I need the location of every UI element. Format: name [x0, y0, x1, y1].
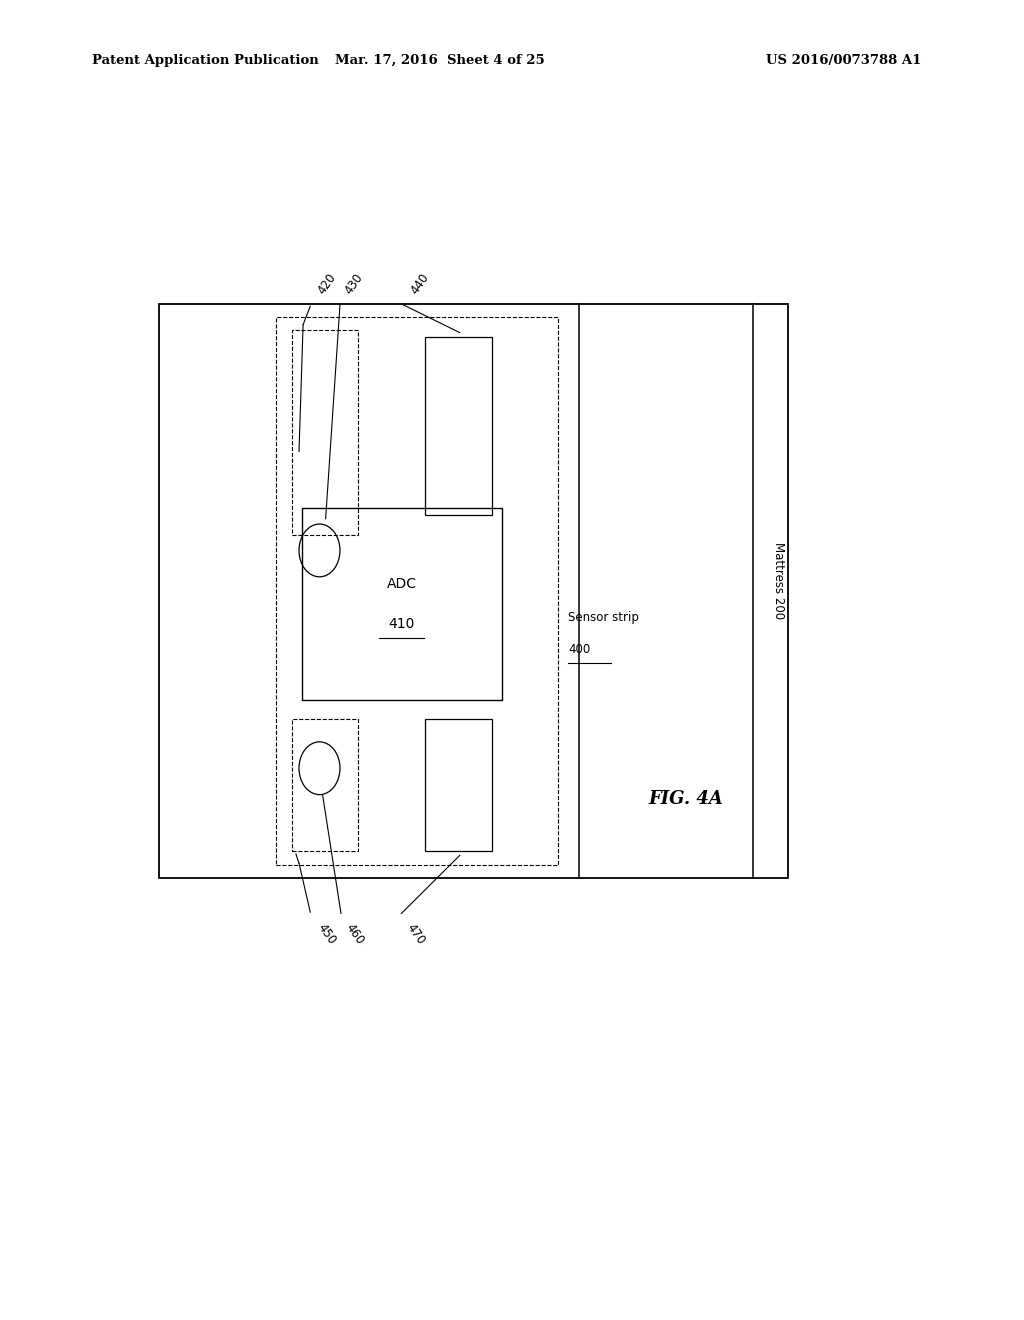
Text: 440: 440	[409, 271, 431, 297]
Bar	[276, 317, 558, 865]
Text: 430: 430	[343, 272, 366, 297]
Bar	[159, 304, 788, 878]
Text: 420: 420	[315, 271, 338, 297]
Text: Patent Application Publication: Patent Application Publication	[92, 54, 318, 67]
Text: 400: 400	[568, 643, 591, 656]
Text: 470: 470	[404, 921, 427, 948]
Bar	[302, 508, 502, 700]
Bar	[292, 719, 358, 851]
Bar	[292, 330, 358, 535]
Text: FIG. 4A: FIG. 4A	[648, 789, 724, 808]
Text: Mattress 200: Mattress 200	[772, 543, 784, 619]
Text: ADC: ADC	[387, 577, 417, 591]
Text: 460: 460	[343, 921, 366, 948]
Text: 410: 410	[389, 616, 415, 631]
Bar	[425, 337, 492, 515]
Text: Sensor strip: Sensor strip	[568, 611, 639, 624]
Text: Mar. 17, 2016  Sheet 4 of 25: Mar. 17, 2016 Sheet 4 of 25	[336, 54, 545, 67]
Bar	[425, 719, 492, 851]
Text: 450: 450	[315, 921, 338, 946]
Text: US 2016/0073788 A1: US 2016/0073788 A1	[766, 54, 922, 67]
